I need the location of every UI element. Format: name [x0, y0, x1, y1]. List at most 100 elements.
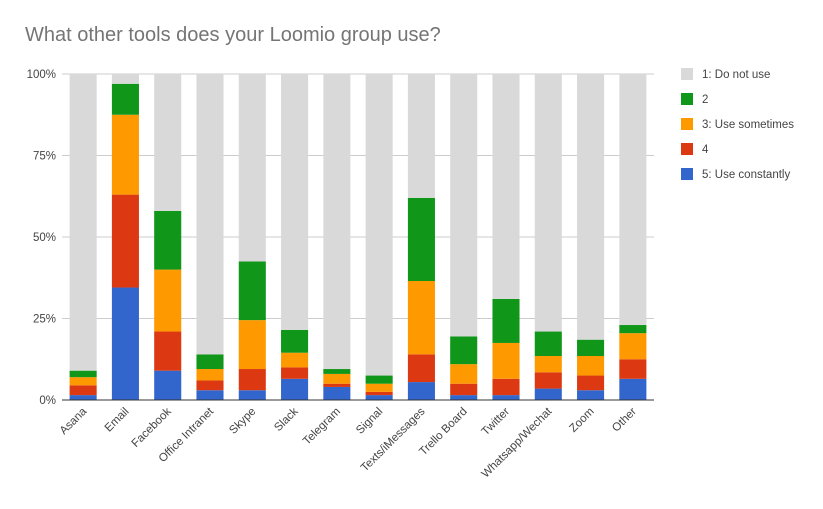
y-tick-label: 25%: [33, 314, 56, 326]
legend-swatch: [681, 118, 693, 130]
legend-item-5-use-constantly: 5: Use constantly: [681, 168, 790, 181]
bar-facebook-1-do-not-use: [154, 74, 182, 211]
bar-trello-board-1-do-not-use: [450, 74, 478, 337]
bar-asana-3-use-sometimes: [69, 377, 97, 386]
y-tick-label: 75%: [33, 151, 56, 163]
y-tick-label: 100%: [27, 69, 56, 81]
bar-signal-4: [365, 391, 393, 396]
legend-item-2: 2: [681, 93, 708, 106]
bar-trello-board-4: [450, 383, 478, 396]
legend-swatch: [681, 168, 693, 180]
bar-twitter-2: [492, 298, 520, 343]
bar-skype-3-use-sometimes: [238, 320, 266, 370]
bar-skype-5-use-constantly: [238, 390, 266, 400]
bar-signal-1-do-not-use: [365, 74, 393, 376]
bar-other-4: [619, 359, 647, 379]
bar-email-3-use-sometimes: [111, 114, 139, 195]
bar-facebook-3-use-sometimes: [154, 269, 182, 332]
bar-trello-board-5-use-constantly: [450, 395, 478, 400]
x-tick-label: Twitter: [480, 406, 513, 439]
bar-whatsapp-wechat-5-use-constantly: [534, 388, 562, 400]
legend-swatch: [681, 143, 693, 155]
bar-zoom-3-use-sometimes: [577, 355, 605, 376]
bar-facebook-5-use-constantly: [154, 370, 182, 400]
bar-texts-imessages-3-use-sometimes: [407, 281, 435, 355]
bar-texts-imessages-2: [407, 197, 435, 282]
bar-zoom-5-use-constantly: [577, 390, 605, 400]
bar-slack-4: [281, 367, 309, 379]
bar-texts-imessages-4: [407, 354, 435, 383]
bar-twitter-3-use-sometimes: [492, 342, 520, 379]
bar-email-1-do-not-use: [111, 74, 139, 84]
bar-email-5-use-constantly: [111, 287, 139, 400]
x-tick-label: Other: [610, 406, 639, 435]
x-tick-label: Slack: [272, 405, 301, 434]
bar-trello-board-3-use-sometimes: [450, 364, 478, 384]
bar-office-intranet-5-use-constantly: [196, 390, 224, 400]
bar-asana-2: [69, 370, 97, 378]
legend-label: 1: Do not use: [702, 69, 770, 81]
bar-whatsapp-wechat-3-use-sometimes: [534, 355, 562, 373]
bar-asana-4: [69, 385, 97, 396]
legend-label: 5: Use constantly: [702, 169, 790, 181]
x-tick-label: Telegram: [301, 406, 343, 448]
legend-item-3-use-sometimes: 3: Use sometimes: [681, 118, 794, 131]
legend-swatch: [681, 93, 693, 105]
x-tick-label: Asana: [58, 405, 90, 437]
bar-slack-1-do-not-use: [281, 74, 309, 330]
bar-skype-4: [238, 369, 266, 391]
bar-trello-board-2: [450, 336, 478, 365]
bar-slack-2: [281, 329, 309, 353]
bar-telegram-4: [323, 383, 351, 387]
bar-twitter-5-use-constantly: [492, 395, 520, 400]
bar-texts-imessages-5-use-constantly: [407, 382, 435, 400]
y-tick-label: 0%: [39, 395, 56, 407]
gridlines: [62, 73, 654, 401]
bar-office-intranet-3-use-sometimes: [196, 369, 224, 381]
bar-zoom-2: [577, 339, 605, 356]
x-tick-label: Email: [103, 406, 132, 435]
bar-skype-2: [238, 261, 266, 321]
bar-telegram-3-use-sometimes: [323, 373, 351, 384]
bar-zoom-1-do-not-use: [577, 74, 605, 340]
bar-zoom-4: [577, 375, 605, 391]
bar-signal-3-use-sometimes: [365, 383, 393, 392]
bar-whatsapp-wechat-2: [534, 331, 562, 356]
x-tick-label: Whatsapp/Wechat: [480, 405, 555, 480]
bar-office-intranet-4: [196, 380, 224, 391]
bar-other-1-do-not-use: [619, 74, 647, 326]
legend-label: 3: Use sometimes: [702, 119, 794, 131]
legend: 1: Do not use 2 3: Use sometimes 4 5: Use co…: [681, 68, 794, 181]
bar-slack-5-use-constantly: [281, 378, 309, 400]
bar-texts-imessages-1-do-not-use: [407, 74, 435, 198]
legend-label: 2: [702, 94, 708, 106]
bar-twitter-1-do-not-use: [492, 74, 520, 299]
bar-signal-2: [365, 375, 393, 384]
bar-other-5-use-constantly: [619, 378, 647, 400]
bar-slack-3-use-sometimes: [281, 352, 309, 368]
bar-asana-5-use-constantly: [69, 395, 97, 400]
bar-facebook-4: [154, 331, 182, 371]
bar-telegram-2: [323, 369, 351, 374]
bar-office-intranet-1-do-not-use: [196, 74, 224, 355]
bar-facebook-2: [154, 210, 182, 270]
legend-label: 4: [702, 144, 709, 156]
bar-other-2: [619, 325, 647, 334]
bar-other-3-use-sometimes: [619, 333, 647, 360]
x-tick-label: Signal: [354, 406, 385, 437]
bar-skype-1-do-not-use: [238, 74, 266, 262]
bar-signal-5-use-constantly: [365, 395, 393, 400]
x-tick-label: Skype: [227, 406, 258, 437]
legend-swatch: [681, 68, 693, 80]
bar-office-intranet-2: [196, 354, 224, 370]
chart-title: What other tools does your Loomio group …: [25, 24, 441, 46]
x-tick-label: Facebook: [130, 405, 174, 449]
bar-whatsapp-wechat-4: [534, 372, 562, 389]
bar-email-4: [111, 194, 139, 288]
bars: [69, 74, 647, 400]
legend-item-4: 4: [681, 143, 709, 156]
bar-asana-1-do-not-use: [69, 74, 97, 371]
y-tick-label: 50%: [33, 232, 56, 244]
bar-telegram-1-do-not-use: [323, 74, 351, 370]
